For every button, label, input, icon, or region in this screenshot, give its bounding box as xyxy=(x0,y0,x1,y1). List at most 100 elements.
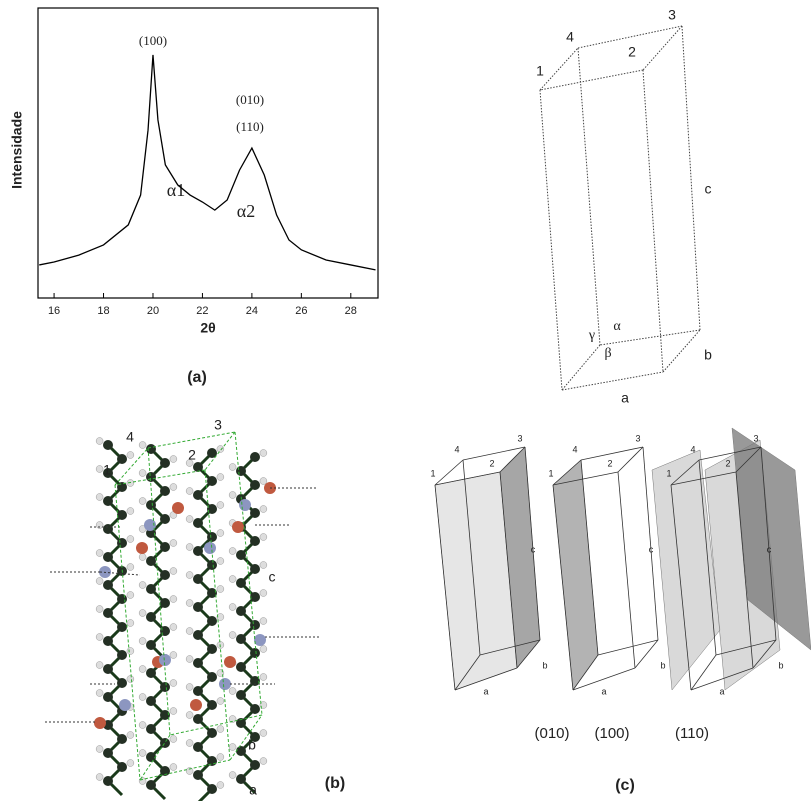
hydrogen xyxy=(217,754,224,761)
nitrogen xyxy=(239,499,251,511)
cell-edge xyxy=(562,372,663,390)
diagram-label: c xyxy=(767,544,772,554)
hydrogen xyxy=(260,758,267,765)
carbon xyxy=(146,780,156,790)
carbon xyxy=(103,580,113,590)
x-tick-label: 26 xyxy=(295,305,307,317)
diagram-label: a xyxy=(621,390,629,406)
hydrogen xyxy=(186,628,193,635)
diagram-label: 1 xyxy=(103,462,111,478)
hydrogen xyxy=(96,466,103,473)
plane-label: (100) xyxy=(594,725,629,742)
hydrogen xyxy=(260,450,267,457)
hydrogen xyxy=(186,656,193,663)
diagram-label: 3 xyxy=(214,417,222,433)
hydrogen xyxy=(229,688,236,695)
cell xyxy=(540,26,700,390)
hydrogen xyxy=(260,562,267,569)
hydrogen xyxy=(127,648,134,655)
diagram-label: 4 xyxy=(126,429,134,445)
carbon xyxy=(193,574,203,584)
diagram-label: a xyxy=(483,686,488,696)
hydrogen xyxy=(127,732,134,739)
carbon xyxy=(193,602,203,612)
hydrogen xyxy=(170,624,177,631)
diagram-label: 1 xyxy=(430,468,435,478)
diagram-label: b xyxy=(778,660,783,670)
hydrogen xyxy=(170,736,177,743)
hydrogen xyxy=(260,618,267,625)
oxygen xyxy=(94,717,106,729)
carbon xyxy=(193,518,203,528)
hydrogen xyxy=(217,446,224,453)
diagram-label: b xyxy=(542,660,547,670)
hydrogen xyxy=(260,730,267,737)
carbon xyxy=(146,556,156,566)
carbon xyxy=(207,672,217,682)
cell-edge xyxy=(578,48,600,345)
carbon xyxy=(193,686,203,696)
diagram-label: 2 xyxy=(628,44,636,60)
hydrogen xyxy=(260,590,267,597)
diagram-label: 1 xyxy=(536,63,544,79)
cell-edge xyxy=(682,26,700,330)
carbon xyxy=(236,746,246,756)
carbon xyxy=(160,598,170,608)
diagram-label: 3 xyxy=(753,433,758,443)
oxygen xyxy=(224,656,236,668)
carbon xyxy=(146,668,156,678)
hydrogen xyxy=(229,576,236,583)
carbon xyxy=(236,466,246,476)
carbon xyxy=(103,692,113,702)
diagram-label: 4 xyxy=(572,444,577,454)
oxygen xyxy=(190,699,202,711)
carbon xyxy=(117,538,127,548)
carbon xyxy=(103,776,113,786)
hydrogen xyxy=(139,610,146,617)
xrd-line xyxy=(39,55,375,270)
carbon xyxy=(146,696,156,706)
carbon xyxy=(207,560,217,570)
diagram-label: a xyxy=(249,782,257,798)
carbon xyxy=(117,762,127,772)
carbon xyxy=(103,748,113,758)
carbon xyxy=(207,476,217,486)
annotation: (100) xyxy=(139,33,167,48)
hydrogen xyxy=(217,586,224,593)
diagram-label: β xyxy=(604,346,611,361)
carbon xyxy=(207,616,217,626)
hydrogen xyxy=(229,548,236,555)
carbon xyxy=(117,734,127,744)
hydrogen xyxy=(127,676,134,683)
hydrogen xyxy=(217,782,224,789)
carbon xyxy=(146,584,156,594)
carbon xyxy=(146,500,156,510)
carbon xyxy=(193,546,203,556)
diagram-label: α xyxy=(613,319,621,334)
plane-label: (010) xyxy=(534,725,569,742)
plot-frame xyxy=(38,8,378,298)
hydrogen xyxy=(139,750,146,757)
hydrogen xyxy=(96,634,103,641)
diagram-label: c xyxy=(705,181,712,197)
oxygen xyxy=(136,542,148,554)
carbon xyxy=(103,664,113,674)
diagram-label: γ xyxy=(588,328,595,343)
diagram-label: 2 xyxy=(607,458,612,468)
hydrogen xyxy=(217,558,224,565)
annotation: (010) xyxy=(236,92,264,107)
carbon xyxy=(207,784,217,794)
hydrogen xyxy=(229,604,236,611)
carbon xyxy=(160,542,170,552)
diagram-label: 2 xyxy=(489,458,494,468)
carbon xyxy=(250,760,260,770)
carbon xyxy=(207,644,217,654)
hydrogen xyxy=(186,740,193,747)
carbon xyxy=(146,724,156,734)
diagram-label: c xyxy=(649,544,654,554)
diagram-label: 2 xyxy=(188,447,196,463)
carbon xyxy=(117,454,127,464)
carbon xyxy=(103,552,113,562)
x-tick-label: 20 xyxy=(147,305,159,317)
panel-label: (c) xyxy=(615,777,635,794)
